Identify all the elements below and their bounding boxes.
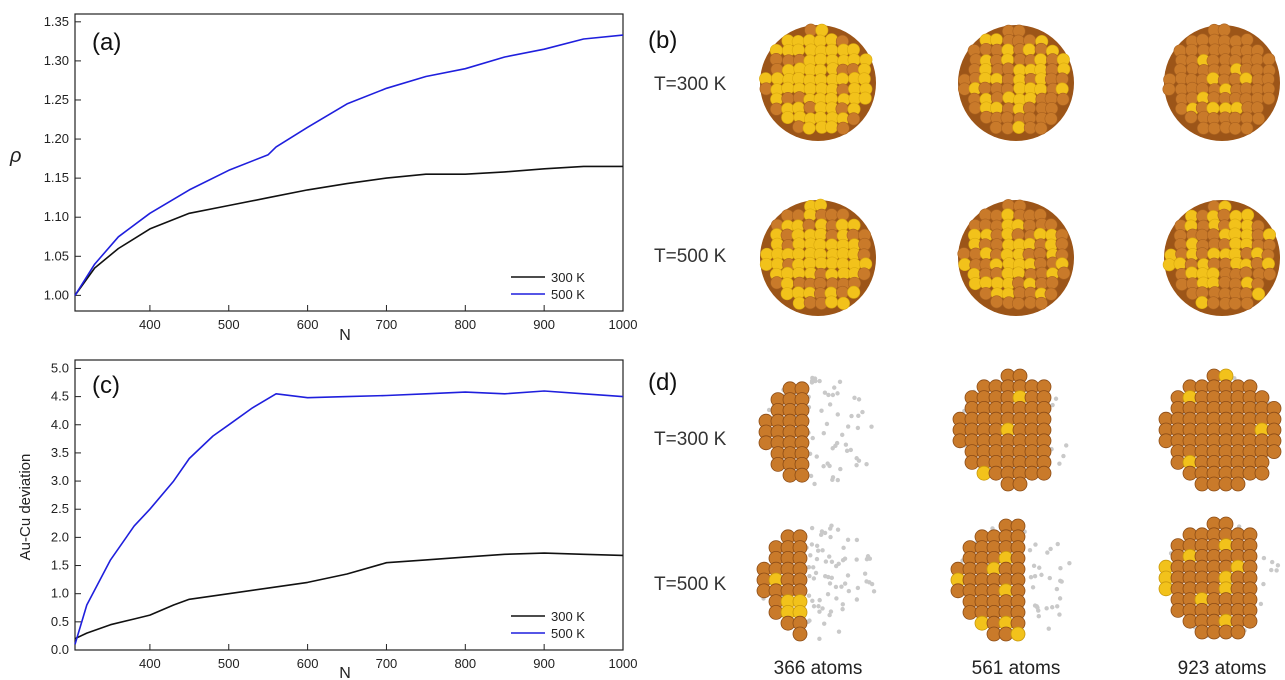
panel-d-cluster-cross-sections: (d) T=300 K T=500 K 366 atoms 561 atoms … (648, 368, 1282, 679)
cluster-d-row1-col3 (1158, 368, 1282, 492)
legend-label: 300 K (551, 270, 585, 285)
cluster-b-row2-col3 (1162, 200, 1280, 316)
x-axis-title-c: N (339, 665, 351, 680)
row-label-b-500: T=500 K (654, 246, 727, 267)
series-line-300-k (74, 552, 624, 640)
panel-label-b: (b) (648, 27, 677, 54)
y-tick-label: 1.05 (44, 248, 69, 263)
x-tick-label: 900 (533, 656, 555, 671)
y-tick-label: 3.0 (51, 473, 69, 488)
y-tick-label: 4.5 (51, 389, 69, 404)
x-tick-label: 1000 (609, 656, 638, 671)
x-tick-label: 400 (139, 317, 161, 332)
cluster-d-row2-col1 (756, 523, 877, 642)
plot-frame-c (74, 359, 624, 651)
x-tick-label: 800 (454, 317, 476, 332)
x-tick-label: 700 (376, 656, 398, 671)
y-tick-label: 1.25 (44, 92, 69, 107)
panel-label-d: (d) (648, 369, 677, 396)
y-tick-label: 3.5 (51, 445, 69, 460)
y-tick-label: 1.15 (44, 170, 69, 185)
x-tick-label: 600 (297, 656, 319, 671)
y-tick-label: 1.30 (44, 53, 69, 68)
chart-panel-a: (a) N ρ 400 500 600 700 800 900 1000 1.00 1.05 1.… (9, 13, 638, 344)
legend-label: 300 K (551, 609, 585, 624)
row-label-d-300: T=300 K (654, 429, 727, 450)
x-tick-label: 600 (297, 317, 319, 332)
cluster-b-row2-col2 (957, 199, 1074, 316)
chart-panel-c: (c) N Au-Cu deviation 400 500 600 700 800 900… (17, 359, 638, 680)
legend-label: 500 K (551, 626, 585, 641)
cluster-b-row2-col1 (759, 198, 876, 316)
cluster-d-row1-col1 (758, 375, 874, 487)
y-tick-label: 1.5 (51, 558, 69, 573)
panel-label-c: (c) (92, 372, 120, 399)
x-tick-label: 400 (139, 656, 161, 671)
series-line-500-k (74, 390, 624, 645)
series-line-500-k (74, 34, 624, 296)
y-tick-label: 2.0 (51, 529, 69, 544)
cluster-d-row1-col2 (952, 368, 1069, 492)
y-tick-label: 5.0 (51, 360, 69, 375)
x-tick-label: 800 (454, 656, 476, 671)
y-axis-title-a: ρ (9, 145, 21, 167)
x-tick-label: 500 (218, 317, 240, 332)
x-tick-label: 1000 (609, 317, 638, 332)
caption-561-atoms: 561 atoms (972, 658, 1061, 679)
row-label-b-300: T=300 K (654, 74, 727, 95)
cluster-b-row1-col3 (1162, 23, 1280, 141)
panel-label-a: (a) (92, 29, 121, 56)
row-label-d-500: T=500 K (654, 574, 727, 595)
legend-label: 500 K (551, 287, 585, 302)
caption-923-atoms: 923 atoms (1178, 658, 1267, 679)
plot-frame-a (74, 13, 624, 312)
x-axis-title-a: N (339, 327, 351, 344)
cluster-d-row2-col2 (950, 518, 1072, 642)
y-tick-label: 4.0 (51, 417, 69, 432)
x-tick-label: 900 (533, 317, 555, 332)
cluster-b-row1-col1 (759, 23, 876, 141)
panel-b-surface-segregation: (b) T=300 K T=500 K (648, 23, 1280, 316)
y-axis-title-c: Au-Cu deviation (17, 454, 34, 561)
x-tick-label: 500 (218, 656, 240, 671)
caption-366-atoms: 366 atoms (774, 658, 863, 679)
cluster-d-row2-col3 (1158, 516, 1281, 640)
x-tick-label: 700 (376, 317, 398, 332)
y-tick-label: 1.20 (44, 131, 69, 146)
y-tick-label: 0.5 (51, 614, 69, 629)
y-tick-label: 2.5 (51, 501, 69, 516)
cluster-b-row1-col2 (958, 24, 1074, 141)
y-tick-label: 1.00 (44, 287, 69, 302)
y-tick-label: 1.0 (51, 586, 69, 601)
y-tick-label: 0.0 (51, 642, 69, 657)
series-line-300-k (74, 165, 623, 296)
y-tick-label: 1.10 (44, 209, 69, 224)
y-tick-label: 1.35 (44, 14, 69, 29)
